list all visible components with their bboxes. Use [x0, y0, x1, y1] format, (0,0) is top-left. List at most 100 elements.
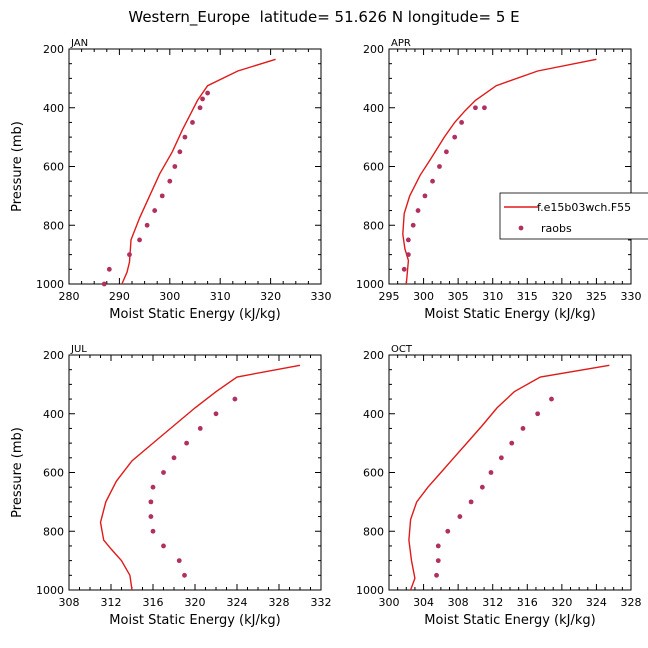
- y-axis-label: Pressure (mb): [10, 427, 25, 518]
- raob-point: [457, 514, 463, 519]
- raob-point: [150, 484, 156, 490]
- raob-point: [172, 164, 178, 169]
- x-tick-label: 332: [311, 596, 332, 609]
- x-tick-label: 325: [586, 290, 607, 303]
- panel-label: JAN: [70, 38, 88, 49]
- y-axis-label: Pressure (mb): [10, 121, 25, 212]
- raob-point: [535, 411, 541, 417]
- y-tick-label: 800: [43, 525, 64, 538]
- raob-point: [509, 440, 515, 446]
- raob-point: [482, 105, 487, 111]
- y-tick-label: 400: [43, 408, 64, 421]
- raob-point: [197, 105, 203, 111]
- raob-point: [488, 470, 494, 475]
- raob-point: [549, 396, 554, 402]
- x-tick-label: 300: [159, 290, 180, 303]
- x-tick-label: 330: [621, 290, 642, 303]
- panel-apr: APR 295 300 305 310 315 320 325 330 200 400 600 800 1…: [356, 38, 642, 322]
- x-axis-label: Moist Static Energy (kJ/kg): [109, 307, 280, 322]
- y-tick-label: 200: [43, 43, 64, 56]
- legend-model-label: f.e15b03wch.F55: [537, 201, 631, 214]
- x-tick-label: 316: [143, 596, 164, 609]
- x-tick-label: 305: [448, 290, 469, 303]
- x-tick-label: 280: [59, 290, 80, 303]
- raob-point: [152, 208, 158, 213]
- raob-point: [190, 120, 195, 125]
- raob-point: [161, 543, 166, 549]
- y-tick-label: 1000: [356, 278, 384, 291]
- x-tick-label: 290: [109, 290, 130, 303]
- y-tick-label: 600: [43, 161, 64, 174]
- x-tick-label: 300: [379, 596, 400, 609]
- x-tick-label: 324: [227, 596, 248, 609]
- raob-point: [182, 134, 188, 140]
- panel-jul: JUL 308 312 316 320 324 328 332 200 400 600 800 1000…: [10, 344, 332, 628]
- x-axis-label: Moist Static Energy (kJ/kg): [424, 307, 595, 322]
- y-tick-label: 800: [43, 219, 64, 232]
- x-tick-label: 328: [621, 596, 642, 609]
- model-line: [99, 364, 301, 591]
- raob-point: [410, 222, 416, 228]
- panel-oct: OCT 300 304 308 312 316 320 324 328 200 400 600 800 1…: [356, 344, 642, 628]
- raob-point: [205, 90, 211, 96]
- raob-point: [148, 514, 154, 519]
- x-tick-label: 310: [210, 290, 231, 303]
- panel-label: JUL: [70, 344, 87, 355]
- raob-point: [520, 426, 526, 431]
- y-tick-label: 1000: [36, 584, 64, 597]
- y-tick-label: 200: [363, 43, 384, 56]
- raob-point: [443, 149, 449, 155]
- raob-point: [479, 484, 485, 490]
- raob-point: [459, 120, 464, 125]
- x-tick-label: 312: [482, 596, 503, 609]
- raob-point: [435, 543, 441, 549]
- x-tick-label: 324: [586, 596, 607, 609]
- x-tick-label: 320: [260, 290, 281, 303]
- legend: f.e15b03wch.F55 raobs: [499, 192, 648, 240]
- raob-point: [176, 558, 182, 564]
- raob-point: [422, 193, 428, 199]
- plot-frame: [68, 48, 322, 285]
- y-tick-label: 600: [363, 161, 384, 174]
- plot-frame: [388, 354, 632, 591]
- y-tick-label: 600: [363, 467, 384, 480]
- figure-title: Western_Europe latitude= 51.626 N longit…: [128, 8, 519, 27]
- panels: JAN 280 290 300 310 320 330 200 400 600 800 1000 Moi…: [10, 38, 642, 628]
- raob-point: [200, 96, 205, 102]
- raob-point: [144, 222, 150, 228]
- raob-point: [473, 105, 478, 111]
- x-axis-label: Moist Static Energy (kJ/kg): [109, 613, 280, 628]
- raob-point: [213, 411, 219, 417]
- x-tick-label: 316: [517, 596, 538, 609]
- y-tick-label: 400: [363, 408, 384, 421]
- y-tick-label: 1000: [36, 278, 64, 291]
- x-tick-label: 320: [551, 596, 572, 609]
- raob-point: [405, 252, 411, 258]
- raob-point: [430, 178, 435, 184]
- raob-point: [137, 237, 142, 243]
- y-tick-label: 400: [43, 102, 64, 115]
- panel-label: OCT: [391, 344, 413, 355]
- y-tick-label: 200: [363, 349, 384, 362]
- x-tick-label: 304: [413, 596, 434, 609]
- x-tick-label: 300: [413, 290, 434, 303]
- x-tick-label: 320: [551, 290, 572, 303]
- raob-point: [445, 528, 451, 534]
- x-tick-label: 295: [379, 290, 400, 303]
- x-tick-label: 310: [482, 290, 503, 303]
- x-tick-label: 308: [59, 596, 80, 609]
- raob-point: [171, 455, 177, 461]
- legend-obs-swatch: [518, 225, 524, 231]
- model-line: [402, 58, 597, 285]
- x-tick-label: 308: [448, 596, 469, 609]
- plot-frame: [68, 354, 322, 591]
- y-tick-label: 1000: [356, 584, 384, 597]
- raob-point: [182, 572, 187, 578]
- raob-point: [498, 455, 504, 461]
- raob-point: [184, 440, 190, 446]
- x-axis-label: Moist Static Energy (kJ/kg): [424, 613, 595, 628]
- model-line: [408, 364, 610, 591]
- raob-point: [177, 149, 183, 155]
- raob-point: [435, 558, 441, 564]
- raob-point: [159, 193, 165, 199]
